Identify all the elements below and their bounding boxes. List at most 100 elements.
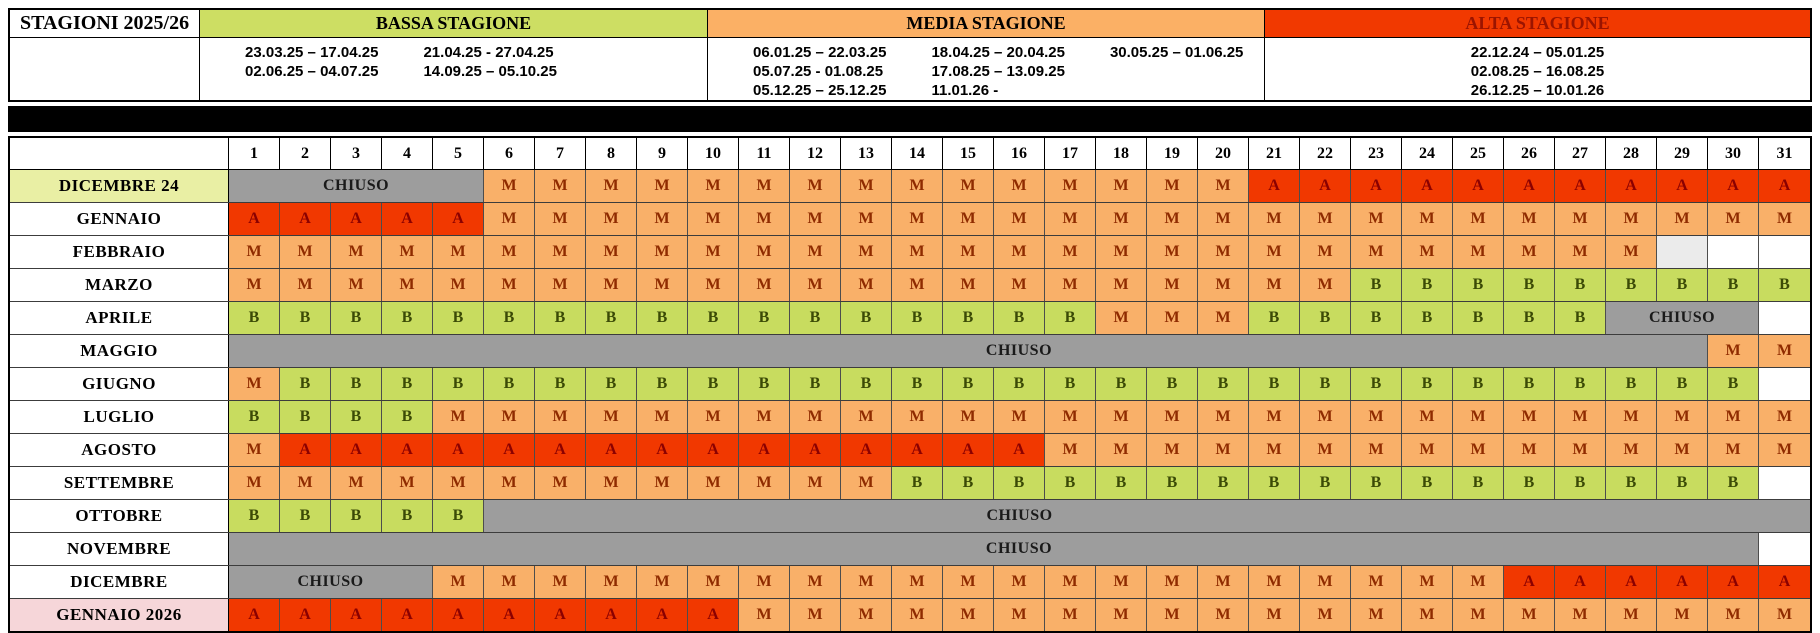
season-day-cell: M [943,599,994,631]
day-number: 4 [382,138,433,169]
season-day-cell: M [1351,236,1402,268]
season-day-cell: A [331,203,382,235]
month-day-grid: CHIUSO [229,533,1810,565]
season-day-cell: M [535,467,586,499]
closed-span: CHIUSO [229,533,1759,565]
season-day-cell: M [1504,434,1555,466]
month-row: APRILE B B B B B B B B B B B B B B B B B M M M B B B B B B B CHIUSO [10,302,1810,335]
season-day-cell: B [1300,368,1351,400]
season-day-cell: M [1759,599,1810,631]
day-number: 21 [1249,138,1300,169]
season-day-cell: A [637,434,688,466]
empty-day-cell [1759,368,1810,400]
season-day-cell: M [484,170,535,202]
month-row: NOVEMBRE CHIUSO [10,533,1810,566]
season-day-cell: M [1249,401,1300,433]
season-day-cell: M [688,401,739,433]
season-day-cell: M [892,599,943,631]
season-day-cell: B [433,500,484,532]
season-day-cell: M [790,467,841,499]
day-number: 24 [1402,138,1453,169]
season-day-cell: B [739,302,790,334]
season-day-cell: A [1402,170,1453,202]
season-day-cell: M [1300,269,1351,301]
season-day-cell: B [1453,368,1504,400]
season-day-cell: A [382,203,433,235]
season-day-cell: A [484,434,535,466]
season-day-cell: A [892,434,943,466]
season-day-cell: A [280,203,331,235]
season-day-cell: B [1351,269,1402,301]
season-day-cell: M [586,566,637,598]
season-day-cell: M [535,236,586,268]
season-day-cell: B [382,401,433,433]
season-day-cell: A [280,434,331,466]
season-day-cell: M [1555,599,1606,631]
dates-row-empty-cell [10,38,200,100]
season-day-cell: M [1249,236,1300,268]
season-day-cell: B [1504,467,1555,499]
season-day-cell: A [1759,170,1810,202]
season-day-cell: M [892,170,943,202]
day-number: 18 [1096,138,1147,169]
season-day-cell: B [1453,302,1504,334]
season-day-cell: M [1147,203,1198,235]
season-day-cell: A [1657,566,1708,598]
day-number: 26 [1504,138,1555,169]
season-day-cell: A [1606,170,1657,202]
season-day-cell: M [1249,434,1300,466]
season-day-cell: M [1759,434,1810,466]
season-day-cell: M [331,269,382,301]
day-number: 6 [484,138,535,169]
season-day-cell: M [280,236,331,268]
day-number: 19 [1147,138,1198,169]
date-range: 11.01.26 - [931,82,999,99]
season-day-cell: M [1300,236,1351,268]
season-day-cell: B [1045,302,1096,334]
month-row: DICEMBRE 24 CHIUSO M M M M M M M M M M M M M M M A A A A A A A A… [10,170,1810,203]
season-day-cell: B [1300,467,1351,499]
season-day-cell: M [484,269,535,301]
month-label: SETTEMBRE [10,467,229,499]
season-day-cell: A [1708,566,1759,598]
season-day-cell: B [1606,269,1657,301]
season-day-cell: M [790,269,841,301]
season-day-cell: M [1045,203,1096,235]
season-day-cell: M [1045,566,1096,598]
season-day-cell: M [1096,434,1147,466]
season-day-cell: B [790,302,841,334]
season-day-cell: M [280,467,331,499]
season-day-cell: M [841,236,892,268]
season-day-cell: M [1657,434,1708,466]
month-row: GIUGNO M B B B B B B B B B B B B B B B B B B B B B B B B B B B B B [10,368,1810,401]
date-range: 05.07.25 - 01.08.25 [753,63,884,80]
day-number-grid: 1 2 3 4 5 6 7 8 9 10 11 12 13 14 15 16 17 18 19 20 21 22 23 24 2… [229,138,1810,169]
season-header-table: STAGIONI 2025/26 BASSA STAGIONE MEDIA ST… [8,8,1812,102]
separator-bar [8,106,1812,132]
season-day-cell: A [586,434,637,466]
season-day-cell: B [1504,368,1555,400]
day-number: 3 [331,138,382,169]
month-row: MARZO M M M M M M M M M M M M M M M M M M M M M M B B B B B B B B B [10,269,1810,302]
season-day-cell: M [1555,434,1606,466]
season-day-cell: M [1045,236,1096,268]
day-number: 13 [841,138,892,169]
season-day-cell: B [841,368,892,400]
season-day-cell: M [1096,170,1147,202]
season-day-cell: B [331,302,382,334]
month-label: LUGLIO [10,401,229,433]
month-row: LUGLIO B B B B M M M M M M M M M M M M M M M M M M M M M M M M M M M [10,401,1810,434]
season-day-cell: M [1198,170,1249,202]
season-day-cell: B [1147,368,1198,400]
season-day-cell: M [943,170,994,202]
season-day-cell: B [535,302,586,334]
season-day-cell: B [433,302,484,334]
season-day-cell: M [1351,599,1402,631]
season-day-cell: B [1096,467,1147,499]
season-dates-row: 23.03.25 – 17.04.25 02.06.25 – 04.07.25 21… [10,38,1810,100]
season-day-cell: M [586,236,637,268]
season-day-cell: B [484,302,535,334]
